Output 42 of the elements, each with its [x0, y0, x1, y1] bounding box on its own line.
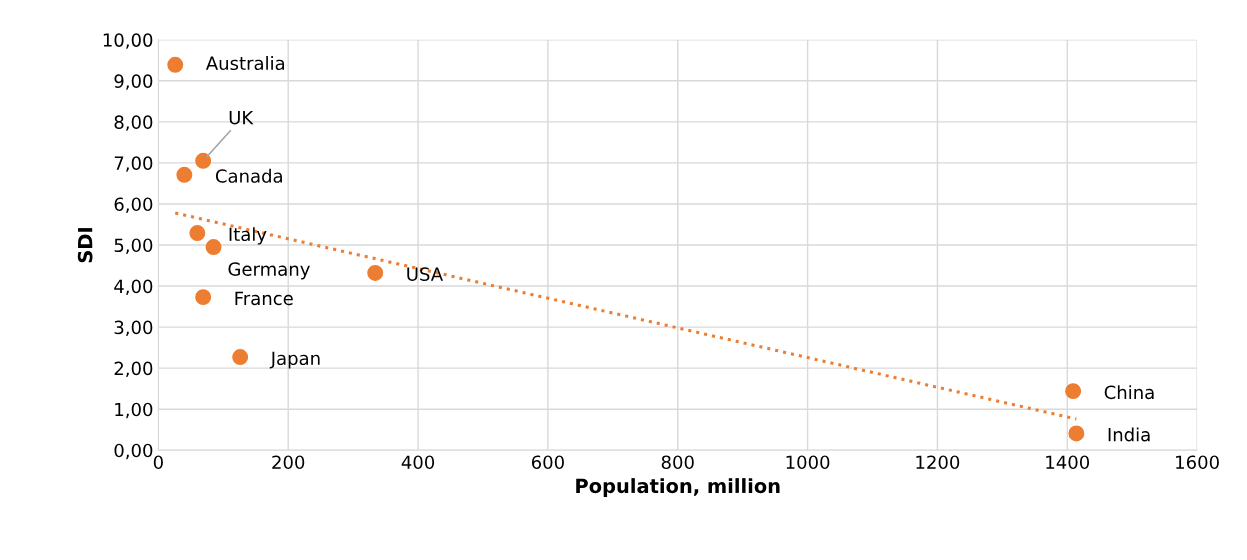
annotation: Japan	[269, 351, 320, 369]
y-tick-label: 0,00	[114, 443, 153, 460]
annotation: Canada	[215, 168, 282, 183]
y-tick-label: 8,00	[114, 115, 153, 131]
annotation: USA	[407, 267, 443, 281]
point	[195, 152, 212, 169]
y-tick-label: 5,00	[114, 238, 153, 254]
y-tick-label: 6,00	[114, 197, 153, 213]
annotation: Germany	[228, 262, 310, 280]
x-tick-label: 400	[401, 455, 435, 470]
x-tick-label: 800	[661, 455, 694, 470]
annotation: Italy	[229, 227, 267, 245]
point	[195, 289, 212, 306]
x-tick-label: 1400	[1046, 455, 1090, 470]
x-tick-label: 1600	[1176, 455, 1219, 470]
point	[205, 239, 222, 256]
y-tick-label: 1,00	[115, 402, 153, 419]
x-axis-title: Population, million	[576, 478, 780, 497]
point	[167, 56, 184, 73]
y-axis-title: SDI	[77, 228, 93, 263]
y-tick-label: 2,00	[114, 361, 153, 378]
x-tick-label: 0	[153, 455, 163, 470]
annotation: UK	[229, 111, 254, 125]
annotation: India	[1108, 427, 1150, 442]
point	[367, 264, 384, 281]
annotation: Australia	[205, 56, 285, 71]
annotation: China	[1104, 385, 1154, 400]
annotation: France	[235, 291, 293, 306]
y-tick-label: 7,00	[114, 156, 153, 172]
y-tick-label: 4,00	[114, 279, 153, 296]
point	[1065, 383, 1082, 400]
x-tick-label: 600	[531, 455, 564, 470]
point	[1068, 425, 1085, 442]
point	[189, 225, 206, 242]
x-tick-label: 1200	[916, 455, 960, 470]
x-tick-label: 200	[272, 455, 305, 470]
point	[232, 349, 249, 366]
x-tick-label: 1000	[786, 455, 830, 470]
y-tick-label: 10,00	[103, 33, 153, 49]
point	[176, 166, 193, 183]
y-tick-label: 9,00	[114, 74, 153, 90]
y-tick-label: 3,00	[114, 320, 153, 337]
